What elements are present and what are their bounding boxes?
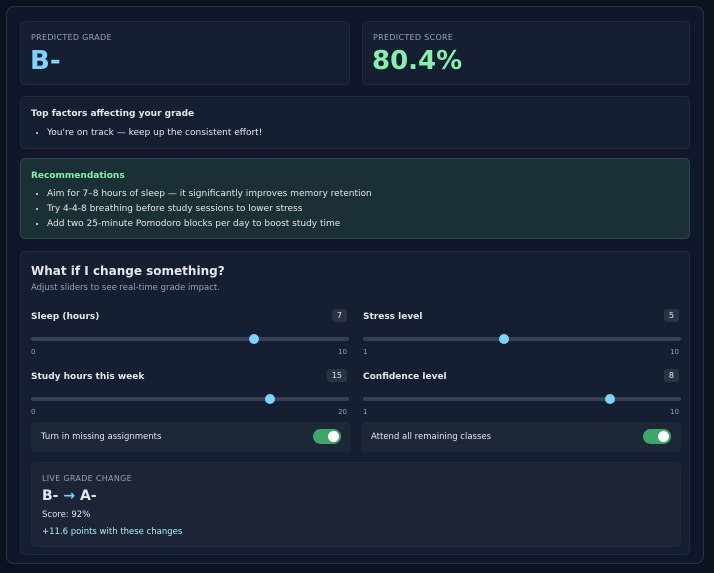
- max-label: 10: [338, 348, 347, 356]
- slider-thumb[interactable]: [264, 394, 275, 404]
- list-item: Aim for 7–8 hours of sleep — it signific…: [47, 187, 372, 202]
- slider-label: Study hours this week: [31, 372, 145, 382]
- min-label: 0: [31, 348, 36, 356]
- grade: B-: [30, 46, 61, 76]
- what-if-card: What if I change something? Adjust slide…: [20, 251, 690, 555]
- max-label: 10: [670, 348, 679, 356]
- list: Aim for 7–8 hours of sleep — it signific…: [33, 187, 372, 232]
- list: You're on track — keep up the consistent…: [33, 126, 262, 141]
- toggle-knob: [658, 431, 669, 442]
- toggle-switch[interactable]: [313, 429, 341, 444]
- toggle-label: Turn in missing assignments: [41, 432, 162, 442]
- label: PREDICTED GRADE: [31, 33, 112, 42]
- list-item: Try 4-4-8 breathing before study session…: [47, 202, 372, 217]
- value-badge: 8: [663, 369, 679, 382]
- title: Recommendations: [31, 171, 125, 181]
- slider-label: Sleep (hours): [31, 312, 100, 322]
- list-item: You're on track — keep up the consistent…: [47, 126, 262, 141]
- recommendations-card: Recommendations Aim for 7–8 hours of sle…: [20, 158, 690, 239]
- delta: +11.6 points with these changes: [42, 527, 183, 537]
- score-card: PREDICTED SCORE 80.4%: [362, 21, 690, 85]
- slider-label: Stress level: [363, 312, 423, 322]
- slider-track[interactable]: [31, 394, 349, 404]
- grade-change: B- → A-: [42, 488, 97, 504]
- max-label: 10: [670, 408, 679, 416]
- slider-thumb[interactable]: [499, 334, 510, 344]
- value-badge: 7: [331, 309, 347, 322]
- live-box: LIVE GRADE CHANGE B- → A- Score: 92% +11…: [31, 462, 681, 547]
- title: Top factors affecting your grade: [31, 109, 195, 119]
- value-badge: 15: [326, 369, 347, 382]
- slider-label: Confidence level: [363, 372, 447, 382]
- to: A-: [79, 488, 97, 504]
- label: PREDICTED SCORE: [373, 33, 454, 42]
- value-badge: 5: [663, 309, 679, 322]
- min-label: 1: [363, 348, 368, 356]
- toggle-row[interactable]: Turn in missing assignments: [31, 422, 351, 452]
- subtitle: Adjust sliders to see real-time grade im…: [31, 283, 220, 293]
- label: LIVE GRADE CHANGE: [42, 474, 132, 483]
- arrow: →: [63, 488, 76, 504]
- toggle-switch[interactable]: [643, 429, 671, 444]
- from: B-: [42, 488, 59, 504]
- title: What if I change something?: [31, 264, 225, 278]
- min-label: 1: [363, 408, 368, 416]
- list-item: Add two 25-minute Pomodoro blocks per da…: [47, 217, 372, 232]
- toggle-row[interactable]: Attend all remaining classes: [361, 422, 681, 452]
- min-label: 0: [31, 408, 36, 416]
- slider-track[interactable]: [31, 334, 349, 344]
- grade-card: PREDICTED GRADE B-: [20, 21, 350, 85]
- toggle-knob: [328, 431, 339, 442]
- toggle-label: Attend all remaining classes: [371, 432, 492, 442]
- panel: PREDICTED GRADE B- PREDICTED SCORE 80.4%…: [6, 6, 704, 564]
- score: 80.4%: [372, 46, 463, 76]
- factors-card: Top factors affecting your grade You're …: [20, 96, 690, 149]
- max-label: 20: [338, 408, 347, 416]
- score: Score: 92%: [42, 510, 91, 520]
- slider-track[interactable]: [363, 394, 681, 404]
- slider-thumb[interactable]: [248, 334, 259, 344]
- slider-thumb[interactable]: [605, 394, 616, 404]
- slider-track[interactable]: [363, 334, 681, 344]
